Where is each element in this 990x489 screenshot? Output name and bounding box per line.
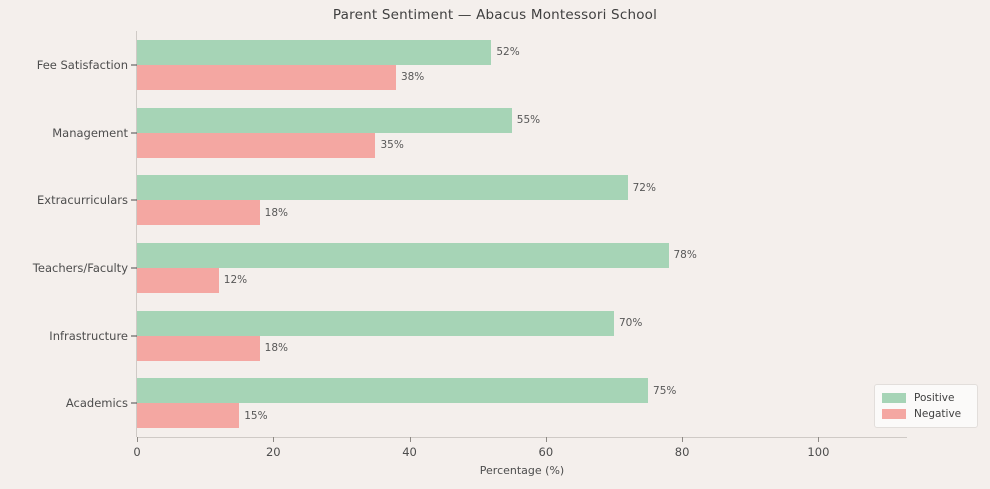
bar-value-label: 18% (264, 206, 288, 219)
y-tick-label: Fee Satisfaction (36, 57, 128, 72)
bar-positive[interactable]: 72% (137, 175, 656, 201)
legend-item-negative[interactable]: Negative (882, 406, 970, 422)
bar-negative[interactable]: 18% (137, 200, 288, 226)
x-tick-label: 80 (674, 445, 690, 459)
y-tick-label: Academics (65, 396, 128, 411)
x-tick-label: 0 (133, 445, 141, 459)
bar-positive[interactable]: 52% (137, 39, 520, 65)
y-tick-mark (131, 402, 137, 404)
bar-value-label: 12% (223, 274, 248, 287)
plot-area: 52% 38% 55% 35% 72% 18% 78% 12% 70% 18% 75% 15% (137, 31, 907, 437)
y-tick-label: Infrastructure (49, 328, 128, 343)
bar-positive[interactable]: 78% (137, 242, 697, 268)
bar-value-label: 78% (673, 249, 697, 262)
chart-legend: Positive Negative (874, 384, 978, 428)
bar-value-label: 15% (244, 409, 268, 422)
bar-positive[interactable]: 70% (137, 310, 642, 336)
legend-item-positive[interactable]: Positive (882, 390, 970, 406)
bar-group: 55% 35% (137, 107, 907, 158)
bar-negative[interactable]: 38% (137, 64, 424, 90)
bar-group: 75% 15% (137, 378, 907, 429)
y-tick-mark (131, 132, 137, 133)
x-axis-spine (137, 437, 907, 438)
bar-value-label: 52% (496, 46, 520, 59)
x-tick-mark (545, 437, 547, 442)
bar-group: 78% 12% (137, 242, 907, 293)
x-tick-label: 60 (538, 445, 554, 459)
bar-value-label: 70% (618, 317, 643, 329)
bar-value-label: 38% (400, 71, 425, 84)
legend-swatch-positive-icon (882, 393, 906, 403)
y-tick-label: Teachers/Faculty (32, 260, 128, 275)
y-tick-mark (131, 335, 137, 336)
y-tick-mark (131, 267, 137, 269)
x-axis-label: Percentage (%) (479, 464, 565, 477)
x-tick-mark (137, 437, 138, 442)
x-tick-mark (273, 437, 275, 442)
bar-positive[interactable]: 75% (137, 378, 676, 404)
bar-value-label: 72% (632, 181, 656, 194)
x-tick-mark (409, 437, 411, 442)
bar-negative[interactable]: 35% (137, 132, 404, 158)
bar-value-label: 35% (380, 139, 404, 151)
bar-value-label: 75% (653, 384, 677, 397)
legend-swatch-negative-icon (882, 409, 906, 419)
bar-negative[interactable]: 15% (137, 403, 268, 429)
page-title: Parent Sentiment — Abacus Montessori Sch… (332, 7, 658, 23)
legend-label-positive: Positive (914, 392, 955, 404)
y-axis-spine (136, 31, 137, 437)
bar-value-label: 18% (264, 342, 288, 354)
y-tick-label: Extracurriculars (37, 193, 128, 208)
x-tick-mark (682, 437, 684, 442)
bar-positive[interactable]: 55% (137, 107, 540, 133)
y-tick-mark (131, 64, 137, 66)
bar-group: 52% 38% (137, 39, 907, 90)
bar-negative[interactable]: 12% (137, 267, 247, 293)
bar-negative[interactable]: 18% (137, 335, 288, 361)
bar-group: 72% 18% (137, 175, 907, 226)
bar-value-label: 55% (516, 114, 541, 126)
x-tick-label: 100 (807, 445, 830, 459)
legend-label-negative: Negative (914, 408, 962, 420)
bar-group: 70% 18% (137, 310, 907, 361)
x-tick-label: 40 (402, 445, 417, 459)
y-tick-label: Management (52, 125, 128, 140)
x-tick-mark (818, 437, 820, 442)
x-tick-label: 20 (265, 445, 281, 459)
y-tick-mark (131, 199, 137, 201)
